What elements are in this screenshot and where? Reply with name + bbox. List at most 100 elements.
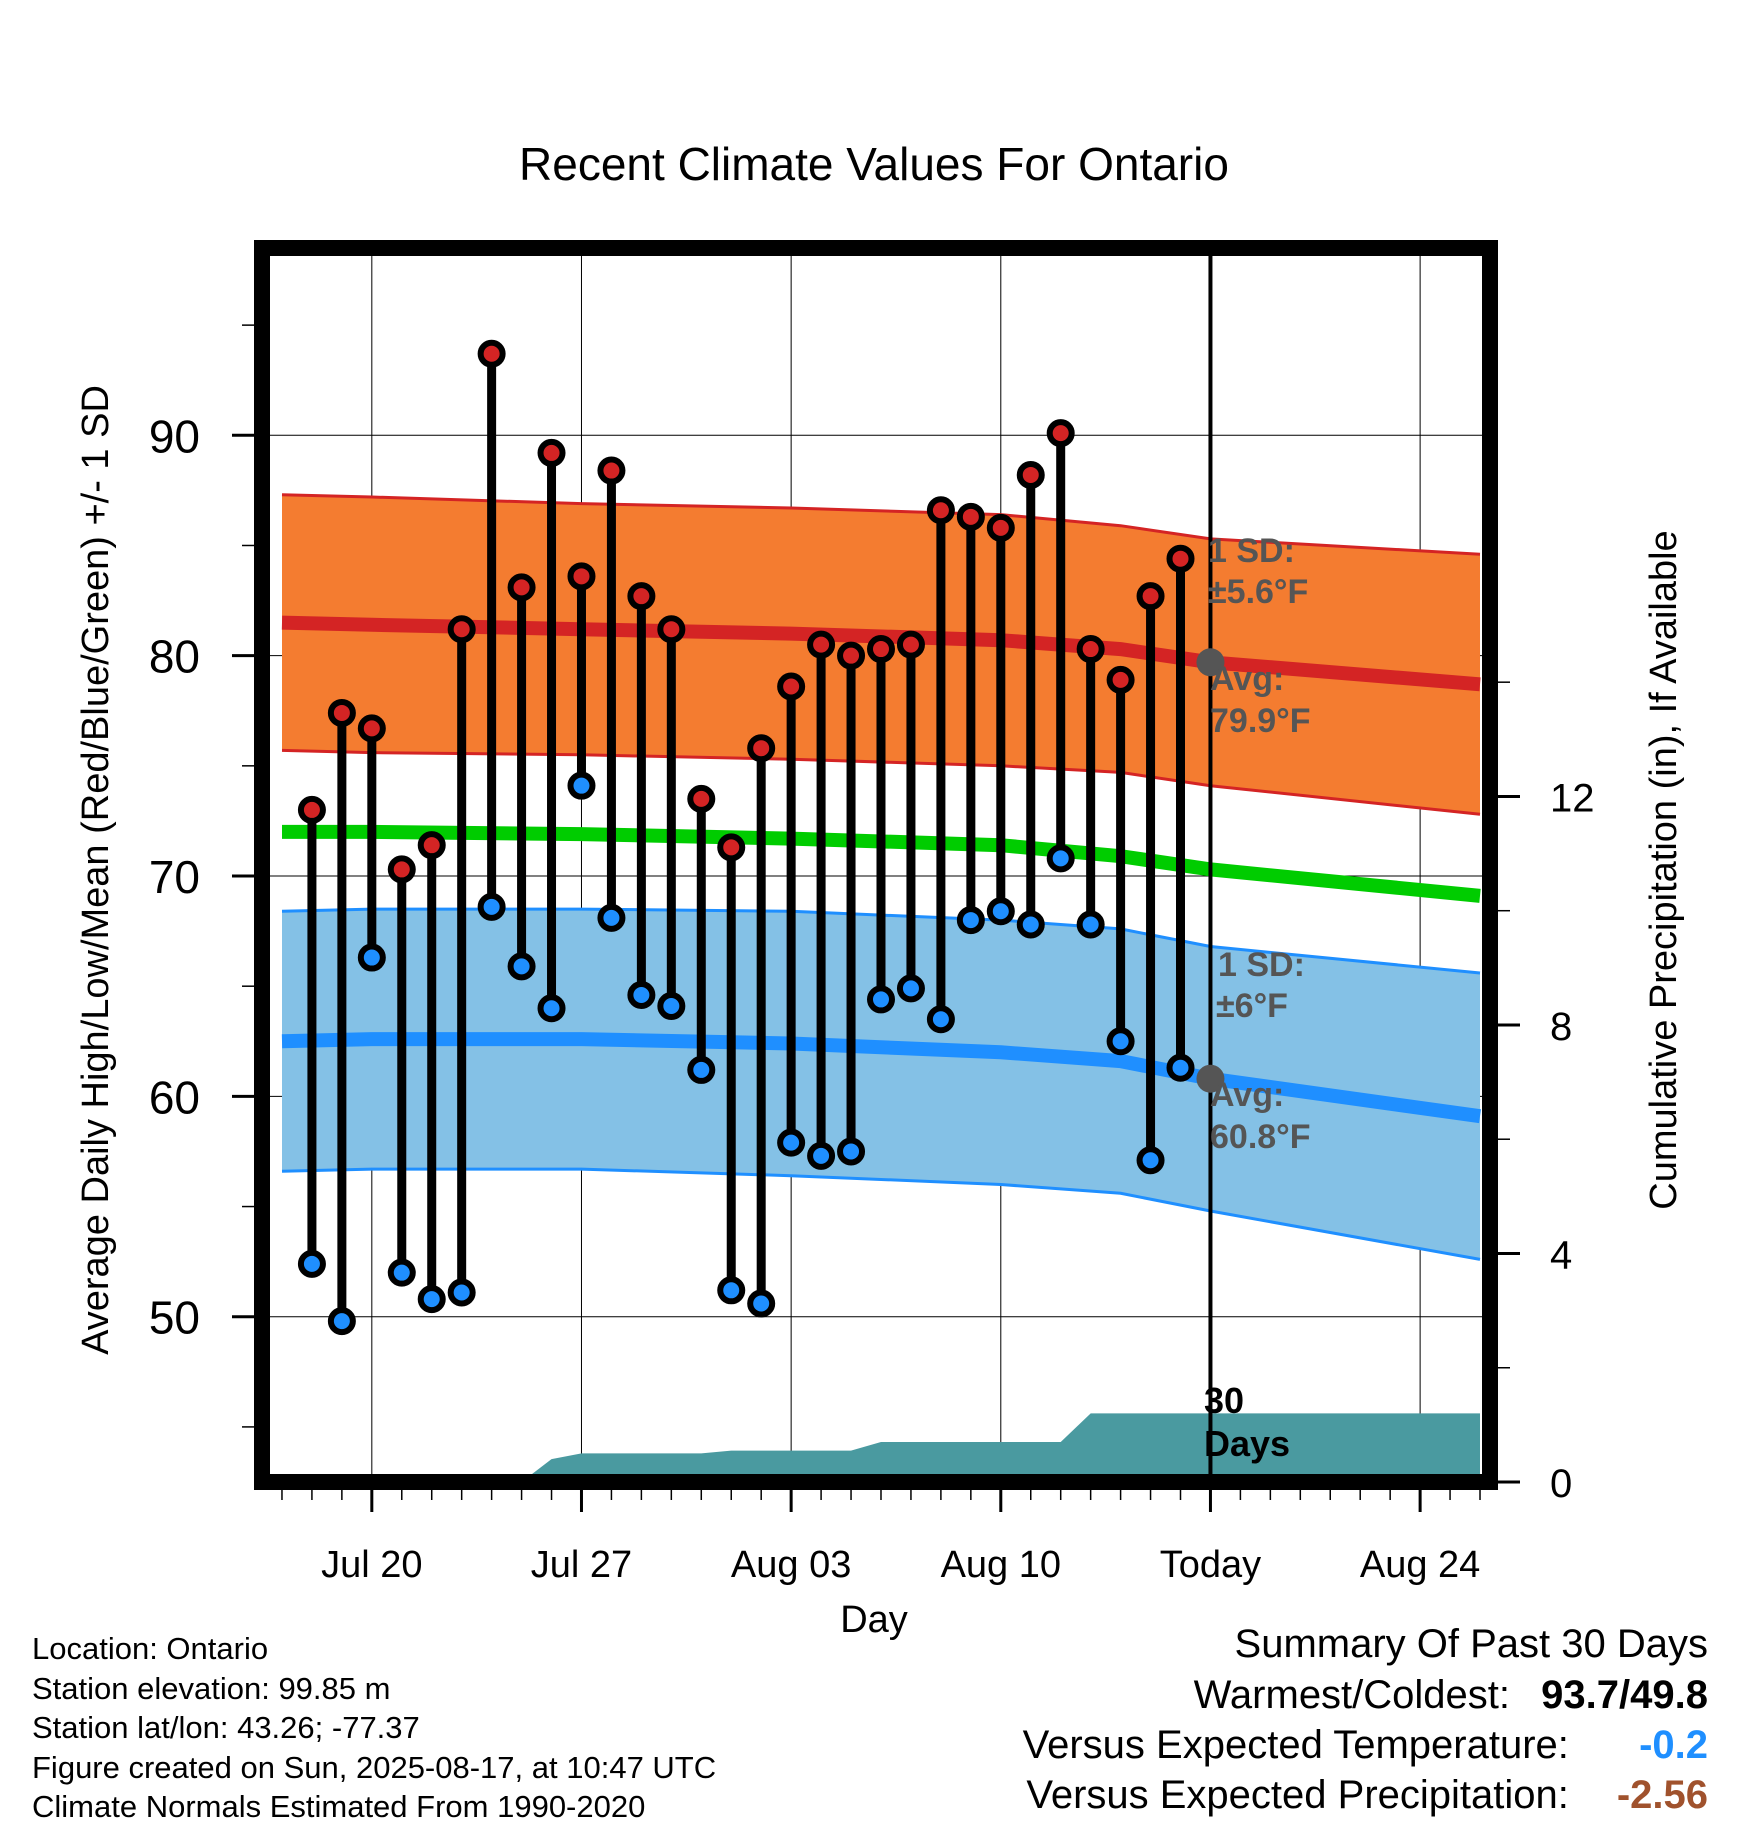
y2-tick-label: 4 xyxy=(1550,1233,1572,1277)
daily-low-point xyxy=(837,1137,866,1166)
daily-low-point xyxy=(1136,1146,1165,1175)
precip-area xyxy=(282,1413,1480,1482)
daily-high-point xyxy=(327,698,356,727)
summary-temp-value: -0.2 xyxy=(1639,1723,1708,1767)
summary-coldest: 49.8 xyxy=(1630,1673,1708,1717)
y-tick-label: 90 xyxy=(149,410,200,462)
daily-low-point xyxy=(687,1055,716,1084)
daily-low-point xyxy=(956,906,985,935)
daily-low-point xyxy=(1016,910,1045,939)
daily-high-point xyxy=(1016,460,1045,489)
summary-warm-cold: Warmest/Coldest: 93.7/49.8 xyxy=(1194,1673,1708,1718)
daily-high-point xyxy=(956,502,985,531)
daily-high-point xyxy=(597,456,626,485)
daily-high-point xyxy=(926,496,955,525)
y-tick-label: 80 xyxy=(149,631,200,683)
high-avg-value: 79.9°F xyxy=(1210,702,1311,740)
summary-precip-label: Versus Expected Precipitation: xyxy=(1026,1773,1569,1817)
y2-tick-label: 0 xyxy=(1550,1462,1572,1506)
summary-precip-value: -2.56 xyxy=(1616,1773,1708,1817)
x-tick-label: Jul 27 xyxy=(531,1544,632,1586)
daily-high-point xyxy=(986,513,1015,542)
daily-high-point xyxy=(837,641,866,670)
daily-low-point xyxy=(537,994,566,1023)
daily-low-point xyxy=(417,1285,446,1314)
daily-high-point xyxy=(1166,544,1195,573)
daily-high-point xyxy=(537,438,566,467)
days-count: 30 xyxy=(1204,1380,1244,1421)
info-elevation: Station elevation: 99.85 m xyxy=(32,1671,391,1706)
summary-temp-label: Versus Expected Temperature: xyxy=(1022,1723,1569,1767)
y-tick-label: 60 xyxy=(149,1071,200,1123)
daily-low-point xyxy=(1076,910,1105,939)
daily-low-point xyxy=(507,952,536,981)
daily-low-point xyxy=(387,1258,416,1287)
info-normals: Climate Normals Estimated From 1990-2020 xyxy=(32,1789,646,1824)
chart-title: Recent Climate Values For Ontario xyxy=(519,138,1229,190)
daily-low-point xyxy=(717,1276,746,1305)
daily-low-point xyxy=(477,892,506,921)
daily-high-point xyxy=(896,630,925,659)
summary-temp: Versus Expected Temperature: -0.2 xyxy=(1023,1723,1708,1768)
x-tick-label: Aug 03 xyxy=(731,1544,851,1586)
daily-high-point xyxy=(866,635,895,664)
x-tick-label: Jul 20 xyxy=(321,1544,422,1586)
y2-tick-label: 8 xyxy=(1550,1005,1572,1049)
low-sd-upper-edge xyxy=(281,907,1481,975)
daily-high-point xyxy=(657,615,686,644)
y-tick-label: 50 xyxy=(149,1292,200,1344)
x-tick-label: Aug 24 xyxy=(1360,1544,1480,1586)
daily-high-point xyxy=(477,339,506,368)
daily-low-point xyxy=(297,1249,326,1278)
low-sd-label: 1 SD: xyxy=(1218,946,1305,984)
normal-low-line xyxy=(281,1032,1481,1124)
days-word: Days xyxy=(1204,1423,1290,1464)
today-high-avg-marker xyxy=(1196,648,1225,677)
y-tick-label: 70 xyxy=(149,851,200,903)
low-sd-lower-edge xyxy=(281,1167,1481,1261)
info-location: Location: Ontario xyxy=(32,1631,269,1666)
summary-precip: Versus Expected Precipitation: -2.56 xyxy=(1026,1773,1708,1818)
daily-low-point xyxy=(447,1278,476,1307)
low-avg-value: 60.8°F xyxy=(1210,1118,1311,1156)
info-created: Figure created on Sun, 2025-08-17, at 10… xyxy=(32,1750,717,1785)
daily-high-point xyxy=(507,573,536,602)
summary-heading: Summary Of Past 30 Days xyxy=(1234,1622,1708,1666)
daily-low-point xyxy=(896,974,925,1003)
daily-high-point xyxy=(387,855,416,884)
daily-low-point xyxy=(1166,1053,1195,1082)
daily-low-point xyxy=(657,992,686,1021)
daily-low-point xyxy=(807,1141,836,1170)
daily-high-point xyxy=(297,795,326,824)
high-sd-value: ±5.6°F xyxy=(1208,573,1308,611)
daily-high-point xyxy=(357,714,386,743)
y2-tick-label: 12 xyxy=(1550,776,1595,820)
daily-low-point xyxy=(1046,844,1075,873)
daily-high-point xyxy=(1106,665,1135,694)
daily-high-point xyxy=(1076,635,1105,664)
daily-low-point xyxy=(986,897,1015,926)
plot-frame xyxy=(254,240,1498,1490)
high-sd-lower-edge xyxy=(281,748,1481,816)
normal-high-line xyxy=(281,615,1481,692)
daily-high-point xyxy=(807,630,836,659)
summary-warm-cold-label: Warmest/Coldest: xyxy=(1193,1673,1511,1717)
daily-low-point xyxy=(597,903,626,932)
summary-slash: / xyxy=(1619,1673,1631,1717)
low-avg-label: Avg: xyxy=(1210,1076,1284,1114)
daily-low-point xyxy=(567,771,596,800)
y2-axis-label: Cumulative Precipitation (in), If Availa… xyxy=(1643,530,1685,1209)
normal-mean-line xyxy=(282,824,1481,903)
daily-low-point xyxy=(926,1005,955,1034)
daily-high-point xyxy=(687,784,716,813)
daily-high-point xyxy=(567,562,596,591)
today-low-avg-marker xyxy=(1196,1064,1225,1093)
daily-low-point xyxy=(777,1128,806,1157)
low-sd-value: ±6°F xyxy=(1216,987,1288,1025)
daily-high-point xyxy=(1136,582,1165,611)
daily-low-point xyxy=(327,1307,356,1336)
high-sd-label: 1 SD: xyxy=(1208,532,1295,570)
summary-warmest: 93.7 xyxy=(1541,1673,1620,1717)
daily-low-point xyxy=(627,981,656,1010)
